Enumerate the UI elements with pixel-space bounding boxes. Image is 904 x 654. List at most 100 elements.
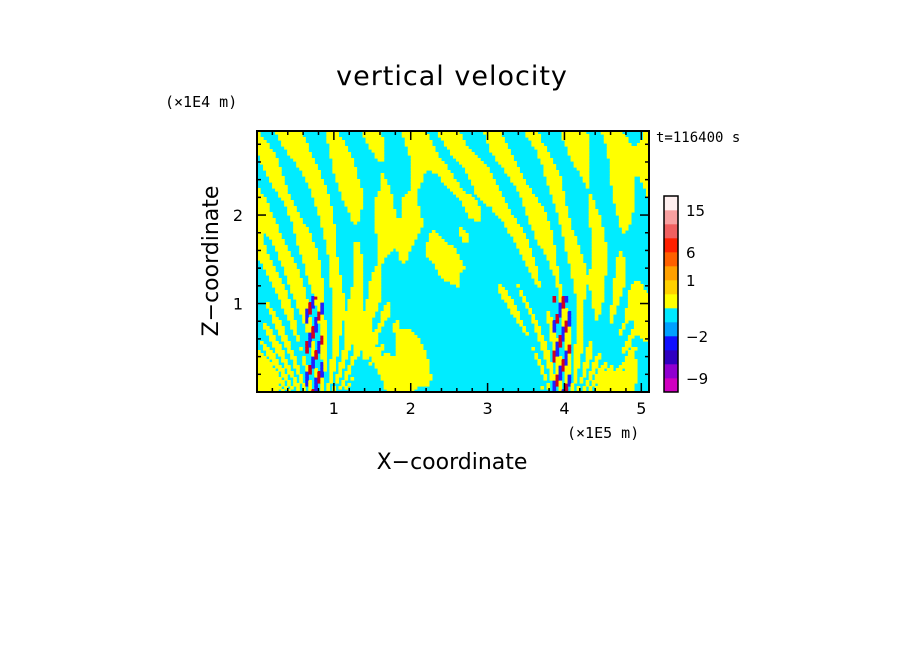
field-cell <box>284 377 288 381</box>
field-cell <box>266 266 270 270</box>
field-cell <box>612 194 617 198</box>
field-cell <box>275 158 279 162</box>
field-cell <box>540 335 545 339</box>
field-cell <box>531 140 536 144</box>
field-cell <box>326 140 330 144</box>
field-cell <box>356 332 361 336</box>
field-cell <box>615 197 620 201</box>
field-cell <box>594 209 599 213</box>
field-cell <box>374 221 379 225</box>
field-cell <box>558 359 563 363</box>
field-cell <box>561 194 566 198</box>
field-cell <box>443 176 448 180</box>
field-cell <box>305 302 309 306</box>
field-cell <box>636 170 641 174</box>
field-cell <box>386 230 391 234</box>
field-cell <box>395 344 400 348</box>
field-cell <box>272 236 276 240</box>
field-cell <box>314 386 318 390</box>
field-cell <box>591 239 596 243</box>
field-cell <box>398 245 403 249</box>
field-cell <box>260 389 264 392</box>
field-cell <box>645 335 649 339</box>
field-cell <box>386 221 391 225</box>
field-cell <box>612 284 617 288</box>
field-cell <box>549 245 554 249</box>
field-cell <box>486 185 490 189</box>
field-cell <box>404 383 409 387</box>
field-cell <box>519 227 523 231</box>
field-cell <box>401 254 406 258</box>
field-cell <box>440 245 445 249</box>
field-cell <box>513 164 517 168</box>
field-cell <box>278 134 282 138</box>
field-cell <box>389 380 394 384</box>
field-cell <box>347 311 352 315</box>
field-cell <box>269 227 273 231</box>
field-cell <box>642 152 647 156</box>
field-cell <box>257 242 261 246</box>
field-cell <box>353 221 358 225</box>
field-cell <box>585 152 590 156</box>
field-cell <box>618 209 623 213</box>
field-cell <box>284 134 288 138</box>
field-cell <box>296 242 300 246</box>
field-cell <box>579 296 584 300</box>
field-cell <box>368 137 373 141</box>
field-cell <box>615 299 620 303</box>
field-cell <box>398 353 403 357</box>
field-cell <box>311 362 315 366</box>
field-cell <box>419 368 424 372</box>
field-cell <box>377 275 382 279</box>
field-cell <box>263 389 267 392</box>
field-cell <box>510 176 514 180</box>
field-cell <box>308 308 312 312</box>
field-cell <box>323 353 327 357</box>
field-cell <box>380 209 385 213</box>
field-cell <box>462 143 466 147</box>
field-cell <box>510 173 514 177</box>
field-cell <box>305 329 309 333</box>
field-cell <box>272 359 276 363</box>
field-cell <box>633 308 638 312</box>
field-cell <box>377 263 382 267</box>
field-cell <box>531 227 536 231</box>
field-cell <box>329 245 333 249</box>
field-cell <box>293 293 297 297</box>
field-cell <box>576 263 581 267</box>
x-tick-label: 2 <box>406 399 416 418</box>
field-cell <box>465 209 469 213</box>
field-cell <box>290 290 294 294</box>
field-cell <box>287 137 291 141</box>
field-cell <box>311 329 315 333</box>
field-cell <box>459 227 463 231</box>
field-cell <box>299 239 303 243</box>
field-cell <box>305 155 309 159</box>
field-cell <box>269 158 273 162</box>
field-cell <box>519 242 523 246</box>
field-cell <box>329 146 333 150</box>
field-cell <box>567 320 572 324</box>
field-cell <box>564 362 569 366</box>
field-cell <box>513 227 517 231</box>
field-cell <box>326 215 330 219</box>
field-cell <box>275 248 279 252</box>
field-cell <box>332 155 336 159</box>
field-cell <box>281 305 285 309</box>
field-cell <box>579 317 584 321</box>
field-cell <box>416 149 421 153</box>
field-cell <box>534 197 539 201</box>
field-cell <box>374 290 379 294</box>
field-cell <box>353 278 358 282</box>
field-cell <box>296 305 300 309</box>
field-cell <box>582 173 587 177</box>
field-cell <box>386 305 391 309</box>
field-cell <box>468 176 472 180</box>
field-cell <box>278 233 282 237</box>
field-cell <box>353 218 358 222</box>
field-cell <box>395 362 400 366</box>
field-cell <box>597 287 602 291</box>
field-cell <box>627 209 632 213</box>
field-cell <box>314 197 318 201</box>
field-cell <box>347 191 352 195</box>
